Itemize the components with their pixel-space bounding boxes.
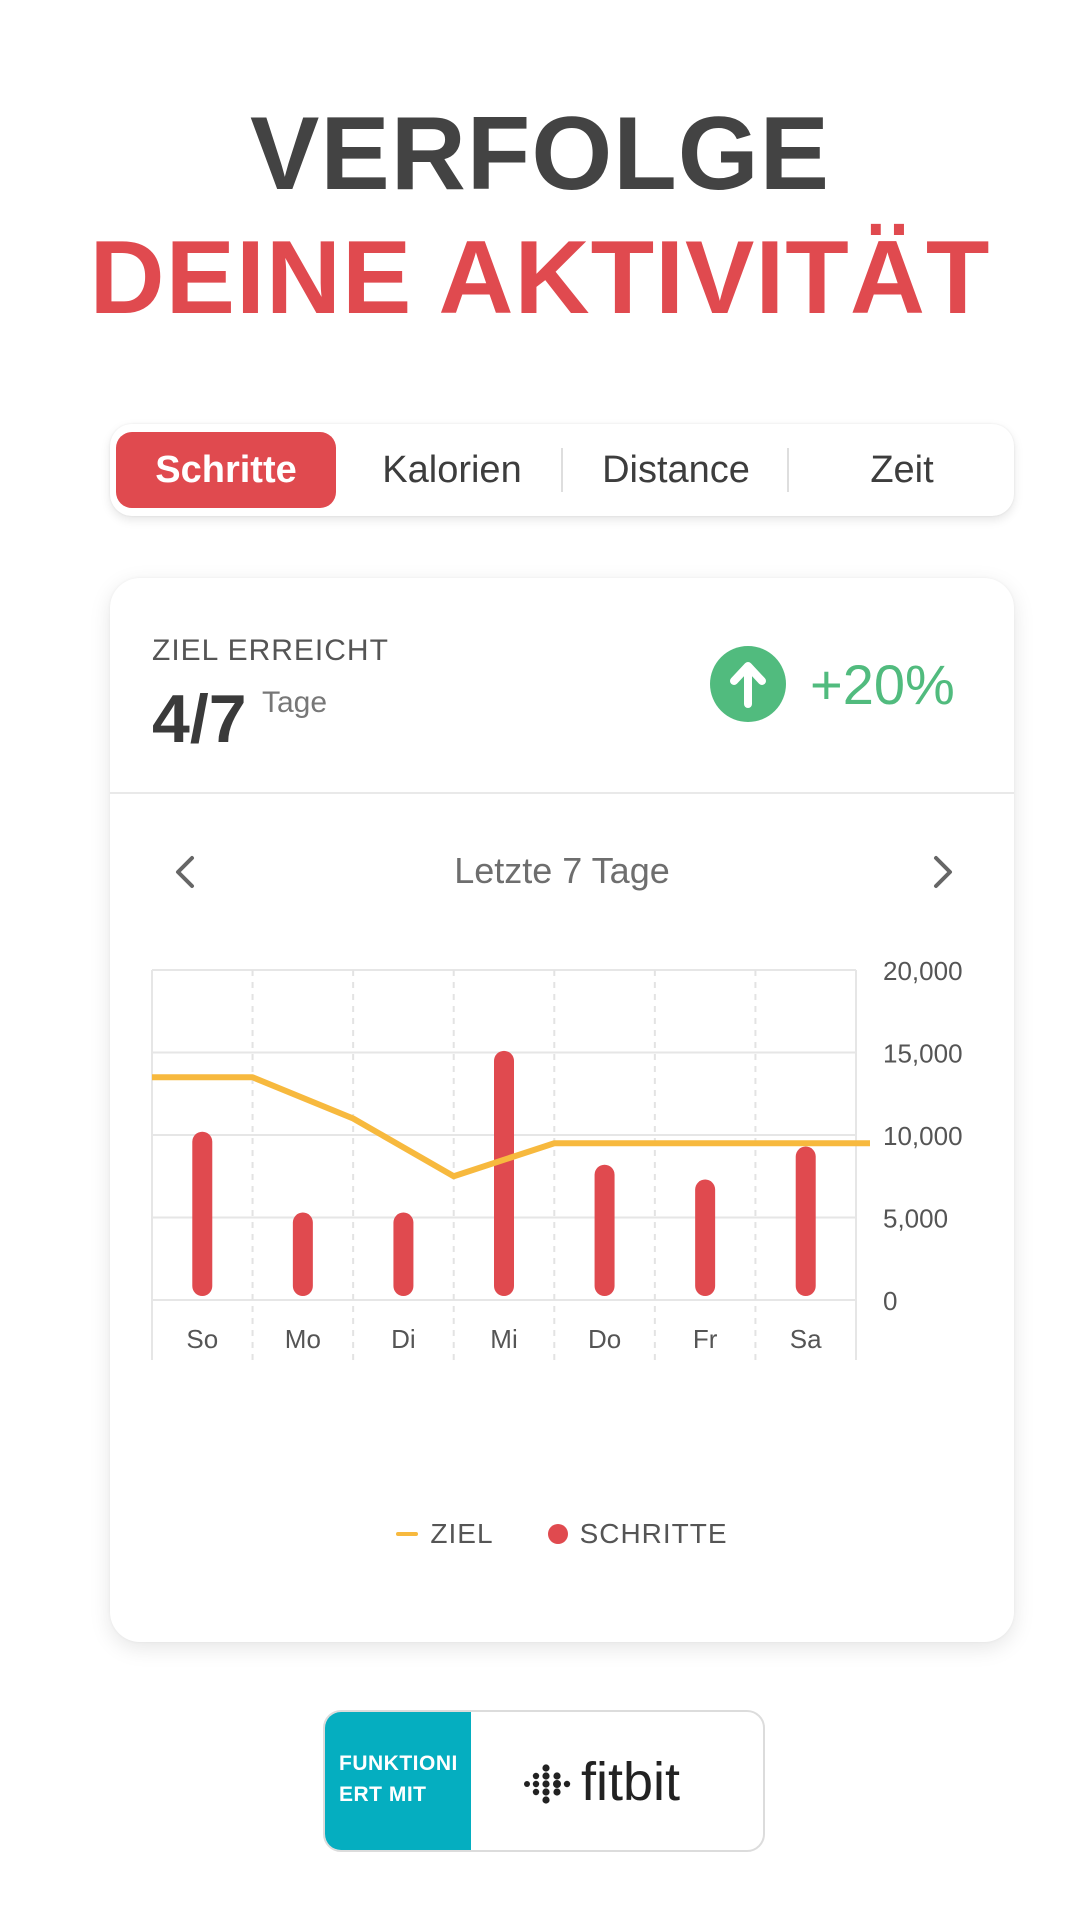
works-with-fitbit-badge: FUNKTIONI ERT MIT fitbit <box>323 1710 765 1852</box>
bar-fr <box>695 1179 716 1296</box>
legend-label-ziel: ZIEL <box>430 1518 494 1549</box>
bar-sa <box>795 1146 816 1296</box>
fitbit-wordmark: fitbit <box>581 1754 680 1812</box>
fitbit-logo: fitbit <box>524 1754 680 1812</box>
bar-mi <box>494 1050 514 1296</box>
period-label: Letzte 7 Tage <box>454 850 670 891</box>
legend-item-ziel: ZIEL <box>396 1518 493 1550</box>
works-with-label: FUNKTIONI ERT MIT <box>325 1712 471 1850</box>
metric-tab-bar: Schritte Kalorien Distance Zeit <box>110 424 1014 516</box>
headline-line-2: DEINE AKTIVITÄT <box>89 220 991 336</box>
y-tick-label: 15,000 <box>883 1039 963 1069</box>
x-tick-label: Di <box>391 1324 416 1354</box>
card-divider <box>110 792 1014 794</box>
goal-unit: Tage <box>262 686 328 719</box>
chevron-right-icon[interactable] <box>918 848 966 896</box>
x-tick-label: Do <box>588 1324 621 1354</box>
x-tick-label: Sa <box>790 1324 822 1354</box>
steps-chart: 0 5,000 10,000 15,000 20,000 So Mo Di Mi Do Fr Sa <box>151 958 963 1360</box>
y-tick-label: 5,000 <box>883 1204 948 1234</box>
x-tick-label: So <box>186 1324 218 1354</box>
works-with-line-1: FUNKTIONI <box>339 1752 458 1775</box>
x-tick-label: Mo <box>285 1324 321 1354</box>
x-tick-label: Fr <box>693 1324 718 1354</box>
tab-divider <box>787 448 789 492</box>
y-tick-label: 10,000 <box>883 1121 963 1151</box>
chevron-left-icon[interactable] <box>162 848 210 896</box>
goal-value: 4/7 <box>152 681 247 757</box>
tab-zeit[interactable]: Zeit <box>870 448 934 491</box>
headline-line-1: VERFOLGE <box>249 96 831 212</box>
y-tick-label: 20,000 <box>883 958 963 986</box>
activity-card: ZIEL ERREICHT 4/7 Tage +20% Letzte 7 Tag… <box>110 578 1014 1642</box>
tab-schritte[interactable]: Schritte <box>116 432 336 508</box>
arrow-up-icon <box>710 646 786 722</box>
trend-value: +20% <box>810 653 955 716</box>
bar-di <box>393 1212 414 1296</box>
works-with-line-2: ERT MIT <box>339 1783 427 1806</box>
bar-so <box>192 1131 213 1296</box>
goal-label: ZIEL ERREICHT <box>152 634 389 667</box>
bar-mo <box>292 1212 313 1296</box>
bar-do <box>594 1164 615 1296</box>
y-tick-label: 0 <box>883 1286 897 1316</box>
tab-kalorien[interactable]: Kalorien <box>382 448 522 491</box>
legend-item-schritte: SCHRITTE <box>547 1518 728 1550</box>
chart-legend: ZIEL SCHRITTE <box>110 1518 1014 1550</box>
legend-label-schritte: SCHRITTE <box>579 1518 728 1549</box>
tab-distance[interactable]: Distance <box>602 448 750 491</box>
x-tick-label: Mi <box>490 1324 517 1354</box>
tab-divider <box>561 448 563 492</box>
legend-dot-swatch <box>547 1524 568 1544</box>
goal-line <box>152 1074 870 1180</box>
legend-line-swatch <box>396 1532 419 1536</box>
